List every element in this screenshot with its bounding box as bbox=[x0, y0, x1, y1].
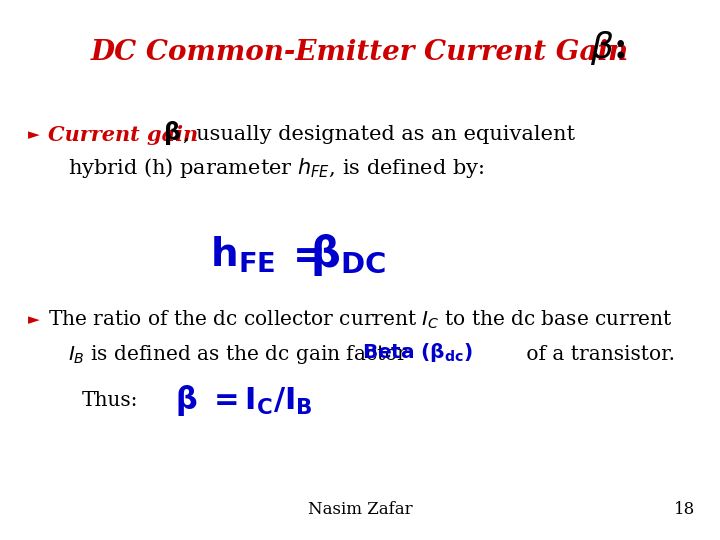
Text: $\mathbf{h_{FE}}$: $\mathbf{h_{FE}}$ bbox=[210, 235, 275, 275]
Text: The ratio of the dc collector current $I_C$ to the dc base current: The ratio of the dc collector current $I… bbox=[48, 309, 672, 331]
Text: $\mathbf{\beta_{DC}}$: $\mathbf{\beta_{DC}}$ bbox=[310, 232, 386, 278]
Text: $I_B$ is defined as the dc gain factor: $I_B$ is defined as the dc gain factor bbox=[68, 343, 408, 367]
Text: ►: ► bbox=[28, 127, 40, 143]
Text: ►: ► bbox=[28, 313, 40, 327]
Text: of a transistor.: of a transistor. bbox=[520, 346, 675, 365]
Text: Nasim Zafar: Nasim Zafar bbox=[307, 502, 413, 518]
Text: $\mathbf{Beta\ (\beta_{dc})}$: $\mathbf{Beta\ (\beta_{dc})}$ bbox=[355, 341, 473, 365]
Text: $\beta$:: $\beta$: bbox=[590, 29, 625, 67]
Text: Current gain: Current gain bbox=[48, 125, 198, 145]
Text: , usually designated as an equivalent: , usually designated as an equivalent bbox=[183, 125, 575, 145]
Text: $\mathbf{\beta}$ $\mathbf{= I_C/I_B}$: $\mathbf{\beta}$ $\mathbf{= I_C/I_B}$ bbox=[175, 382, 312, 417]
Text: DC Common-Emitter Current Gain: DC Common-Emitter Current Gain bbox=[91, 38, 629, 65]
Text: hybrid (h) parameter $h_{FE}$, is defined by:: hybrid (h) parameter $h_{FE}$, is define… bbox=[68, 156, 484, 180]
Text: $\mathbf{\beta}$: $\mathbf{\beta}$ bbox=[163, 119, 181, 147]
Text: 18: 18 bbox=[674, 502, 695, 518]
Text: Thus:: Thus: bbox=[82, 390, 138, 409]
Text: $\mathbf{=}$: $\mathbf{=}$ bbox=[285, 236, 323, 274]
